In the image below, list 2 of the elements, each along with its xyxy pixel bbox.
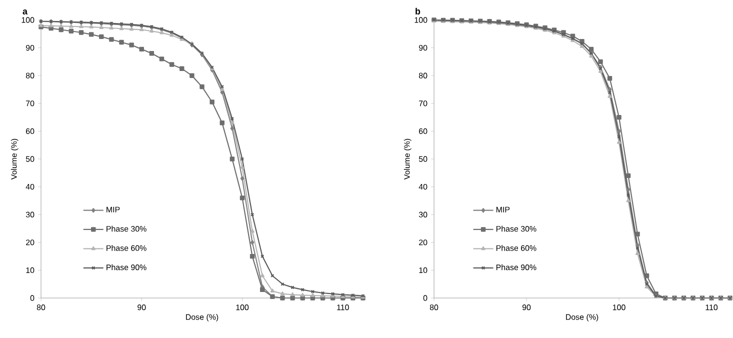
chart-title: a — [22, 10, 28, 14]
chart-title: b — [416, 8, 420, 14]
